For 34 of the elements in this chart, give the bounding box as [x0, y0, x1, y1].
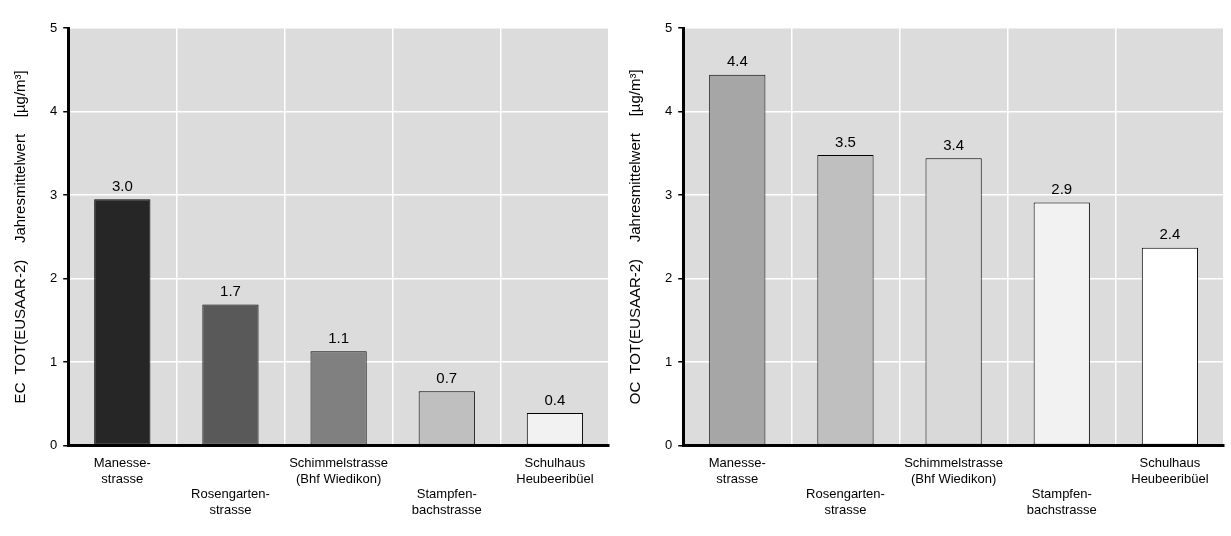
y-tick-label: 5 — [665, 19, 673, 35]
y-tick-label: 1 — [665, 353, 673, 369]
x-tick-label: Manesse- strasse — [93, 454, 151, 486]
x-tick-label: Schulhaus Heubeeribüel — [1131, 454, 1209, 486]
y-axis-title: EC TOT(EUSAAR-2) Jahresmittelwert [µg/m³] — [11, 70, 29, 404]
y-tick-label: 3 — [665, 186, 673, 202]
y-tick-label: 3 — [50, 186, 58, 202]
x-tick-label: Manesse- strasse — [708, 454, 766, 486]
x-tick-label: Schulhaus Heubeeribüel — [516, 454, 594, 486]
y-tick-label: 2 — [50, 270, 58, 286]
data-label: 4.4 — [726, 52, 748, 70]
y-axis-title: OC TOT(EUSAAR-2) Jahresmittelwert [µg/m³] — [626, 69, 644, 405]
y-tick-label: 4 — [50, 103, 58, 119]
x-tick-label: Schimmelstrasse (Bhf Wiedikon) — [904, 454, 1004, 486]
data-label: 1.1 — [328, 328, 350, 346]
data-label: 1.7 — [220, 282, 241, 300]
data-label: 2.9 — [1051, 180, 1073, 198]
x-tick-label: Stampfen- bachstrasse — [411, 486, 482, 517]
data-label: 3.0 — [111, 176, 133, 194]
y-tick-label: 1 — [50, 353, 58, 369]
data-label: 3.5 — [835, 132, 856, 150]
x-tick-label: Schimmelstrasse (Bhf Wiedikon) — [289, 454, 389, 486]
data-label: 3.4 — [943, 135, 965, 153]
y-tick-label: 4 — [665, 103, 673, 119]
data-label: 0.7 — [436, 368, 458, 386]
x-tick-label: Rosengarten- strasse — [191, 486, 270, 517]
x-tick-label: Rosengarten- strasse — [806, 486, 885, 517]
data-label: 2.4 — [1159, 225, 1181, 243]
x-tick-label: Stampfen- bachstrasse — [1026, 486, 1097, 517]
y-tick-label: 0 — [665, 437, 673, 453]
y-tick-label: 2 — [665, 270, 673, 286]
y-tick-label: 0 — [50, 437, 58, 453]
data-label: 0.4 — [544, 390, 566, 408]
y-tick-label: 5 — [50, 19, 58, 35]
